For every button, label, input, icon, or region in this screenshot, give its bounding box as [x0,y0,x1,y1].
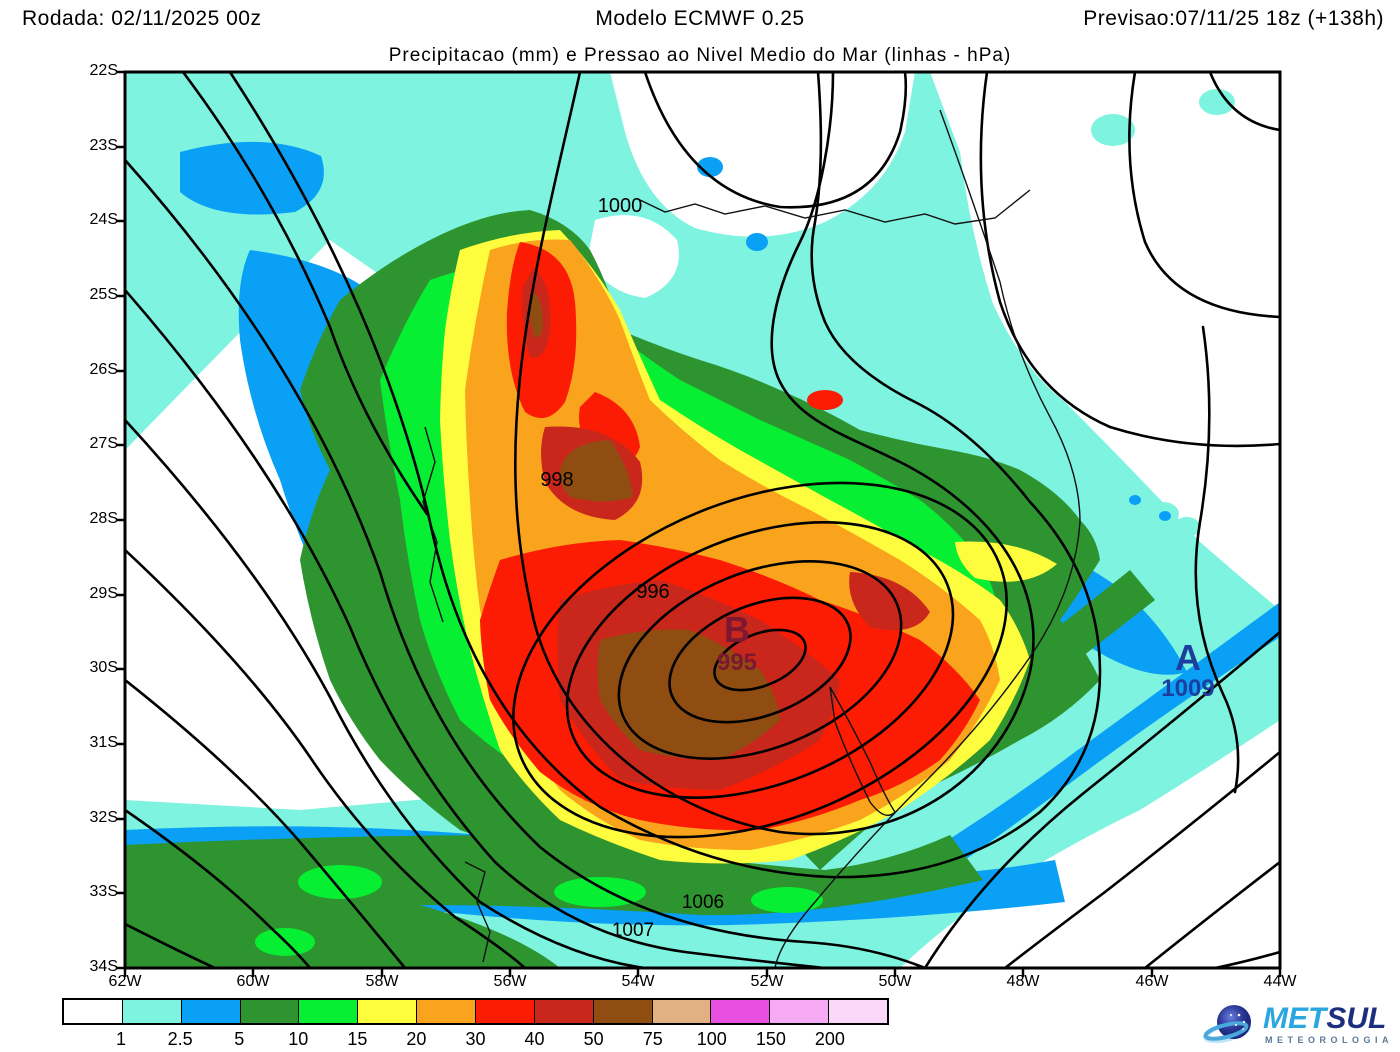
lat-label-27S: 27S [89,435,118,452]
precip-brown [529,292,780,760]
lat-label-25S: 25S [89,286,118,303]
legend-label-2.5: 2.5 [167,1029,193,1049]
map-canvas: 1000 998 996 B 995 A 1009 1006 1007 22S 23S 24S 25S… [90,62,1297,990]
map-title: Precipitacao (mm) e Pressao ao Nivel Med… [388,45,1012,66]
lon-label-58W: 58W [365,973,399,990]
lat-label-29S: 29S [89,585,118,602]
river-line [464,861,491,963]
legend-cell-3 [239,1000,299,1023]
legend-cell-6 [416,1000,476,1023]
legend-label-100: 100 [696,1029,727,1049]
legend-cell-5 [357,1000,417,1023]
coastline-borders [422,109,1081,968]
legend-cell-0 [64,1000,122,1023]
pressure-label-995: 995 [717,649,757,676]
lat-label-24S: 24S [89,211,118,228]
legend-cell-8 [533,1000,593,1023]
lon-label-56W: 56W [493,973,527,990]
lat-label-31S: 31S [89,734,118,751]
lon-label-48W: 48W [1006,973,1040,990]
lat-label-32S: 32S [89,809,118,826]
state-border [639,189,1031,225]
metsul-logo: METSUL METEOROLOGIA [1203,998,1398,1050]
lon-label-60W: 60W [236,973,270,990]
lat-label-23S: 23S [89,137,118,154]
legend-cell-1 [121,1000,181,1023]
model-name-label: Modelo ECMWF 0.25 [595,7,805,30]
legend-label-5: 5 [234,1029,245,1049]
legend-cell-9 [592,1000,652,1023]
legend-label-10: 10 [288,1029,309,1049]
lon-label-52W: 52W [750,973,784,990]
lat-label-34S: 34S [89,958,118,975]
legend-label-20: 20 [406,1029,427,1049]
legend-cell-2 [180,1000,240,1023]
pressure-label-1007: 1007 [612,920,654,941]
pressure-label-998: 998 [540,469,573,491]
legend-label-150: 150 [755,1029,786,1049]
forecast-valid-label: Previsao:07/11/25 18z (+138h) [1083,7,1384,30]
isobar-lines [125,72,1280,968]
lat-label-22S: 22S [89,62,118,79]
lon-label-44W: 44W [1263,973,1297,990]
lat-label-30S: 30S [89,659,118,676]
legend-label-75: 75 [642,1029,663,1049]
lon-label-54W: 54W [621,973,655,990]
lon-label-50W: 50W [878,973,912,990]
legend-cell-4 [298,1000,358,1023]
legend-cell-11 [710,1000,770,1023]
legend-label-40: 40 [524,1029,545,1049]
lat-label-28S: 28S [89,510,118,527]
logo-subtitle: METEOROLOGIA [1265,1035,1393,1045]
legend-label-50: 50 [583,1029,604,1049]
metsul-wordmark: METSUL [1263,1002,1386,1036]
pressure-label-996: 996 [636,581,669,603]
pressure-label-1009: 1009 [1161,675,1214,702]
legend-cell-12 [769,1000,829,1023]
state-border-2 [422,426,444,623]
pressure-label-A: A [1175,637,1201,678]
lon-label-62W: 62W [108,973,142,990]
legend-cell-10 [651,1000,711,1023]
metsul-planet-icon [1203,1005,1251,1044]
legend-cell-7 [475,1000,534,1023]
logo-met: MET [1263,1002,1327,1035]
legend-label-30: 30 [465,1029,486,1049]
precipitation-legend-bar [62,998,889,1025]
lat-label-26S: 26S [89,361,118,378]
logo-sul: SUL [1326,1002,1387,1035]
legend-label-1: 1 [116,1029,127,1049]
legend-label-200: 200 [814,1029,845,1049]
legend-label-15: 15 [347,1029,368,1049]
run-datetime-label: Rodada: 02/11/2025 00z [22,7,262,30]
pressure-label-B: B [724,609,750,650]
lat-label-33S: 33S [89,883,118,900]
axis-ticks [116,70,1282,977]
lagoon-outline [829,686,896,816]
coastline [774,109,1081,968]
pressure-label-1006: 1006 [682,892,724,913]
pressure-label-1000: 1000 [598,195,643,217]
lon-label-46W: 46W [1135,973,1169,990]
legend-cell-13 [828,1000,888,1023]
